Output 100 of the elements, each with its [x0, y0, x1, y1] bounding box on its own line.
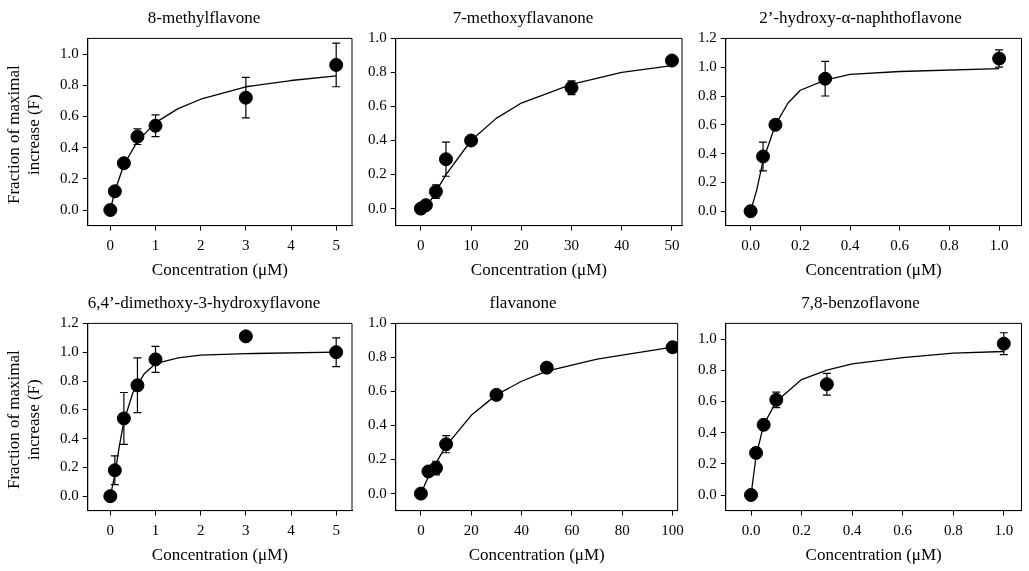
y-tick-label: 0.8	[60, 76, 79, 93]
x-tick-label: 0.2	[790, 236, 810, 253]
y-tick-label: 0.2	[698, 454, 717, 471]
chart-title: 6,4’-dimethoxy-3-hydroxyflavone	[87, 292, 321, 312]
point	[148, 352, 163, 367]
x-axis-title: Concentration (μM)	[468, 545, 605, 565]
x-tick-label: 5	[332, 521, 340, 538]
x-axis-title: Concentration (μM)	[470, 260, 607, 280]
point	[107, 184, 122, 199]
y-tick-label: 1.2	[60, 314, 79, 331]
y-tick-label: 0.6	[698, 392, 718, 409]
y-tick-label: 0.6	[698, 115, 718, 132]
y-tick-label: 1.0	[368, 314, 387, 331]
x-axis-title: Concentration (μM)	[805, 260, 942, 280]
x-tick-label: 80	[614, 521, 630, 538]
y-tick-label: 0.8	[368, 348, 387, 365]
x-tick-label: 4	[287, 236, 296, 253]
y-tick-label: 0.4	[698, 144, 718, 161]
y-tick-label: 0.2	[60, 458, 79, 475]
y-tick-label: 0.6	[60, 107, 80, 124]
y-tick-label: 1.2	[698, 29, 717, 46]
x-tick-label: 1	[151, 236, 160, 253]
y-tick-label: 0.0	[368, 484, 387, 501]
y-tick-label: 0.8	[60, 371, 79, 388]
y-tick-label: 0.4	[60, 429, 80, 446]
y-tick-label: 1.0	[698, 329, 717, 346]
x-tick-label: 1.0	[994, 521, 1014, 538]
y-tick-label: 0.0	[60, 200, 79, 217]
x-tick-label: 20	[463, 521, 479, 538]
y-tick-label: 0.4	[368, 131, 388, 148]
point	[756, 417, 771, 432]
x-axis-title: Concentration (μM)	[151, 545, 288, 565]
y-tick-label: 0.6	[368, 97, 388, 114]
y-tick-label: 0.2	[368, 165, 387, 182]
point	[116, 156, 131, 171]
point	[749, 445, 764, 460]
point	[238, 329, 253, 344]
point	[768, 117, 783, 132]
x-tick-label: 3	[242, 521, 250, 538]
y-tick-label: 0.6	[368, 382, 388, 399]
y-tick-label: 0.8	[698, 86, 717, 103]
point	[103, 489, 118, 504]
x-tick-label: 0.2	[792, 521, 811, 538]
y-tick-label: 0.0	[368, 199, 387, 216]
x-tick-label: 0	[106, 236, 115, 253]
point	[743, 204, 758, 219]
y-axis-title: Fraction of maximal increase (F)	[4, 349, 44, 492]
point	[464, 133, 479, 148]
x-tick-label: 40	[614, 236, 630, 253]
point	[238, 90, 253, 105]
x-tick-label: 2	[196, 521, 205, 538]
point	[664, 53, 679, 68]
x-tick-label: 3	[242, 236, 250, 253]
x-tick-label: 0.4	[842, 521, 863, 538]
x-tick-label: 0.8	[940, 236, 959, 253]
point	[489, 387, 504, 402]
y-tick-label: 0.0	[698, 485, 717, 502]
x-axis-title: Concentration (μM)	[151, 260, 288, 280]
y-tick-label: 0.2	[368, 450, 387, 467]
x-tick-label: 0.4	[840, 236, 860, 253]
y-tick-label: 0.2	[60, 169, 79, 186]
x-tick-label: 40	[514, 521, 530, 538]
y-tick-label: 0.2	[698, 173, 717, 190]
x-tick-label: 4	[287, 521, 296, 538]
point	[418, 198, 433, 213]
x-tick-label: 30	[564, 236, 580, 253]
x-tick-label: 0.6	[893, 521, 913, 538]
y-tick-label: 1.0	[368, 29, 387, 46]
point	[818, 71, 833, 86]
point	[996, 336, 1011, 351]
point	[413, 486, 428, 501]
x-tick-label: 0.6	[890, 236, 910, 253]
x-tick-label: 1	[151, 521, 160, 538]
x-tick-label: 2	[196, 236, 205, 253]
point	[130, 378, 145, 393]
y-tick-label: 0.8	[368, 63, 387, 80]
chart-title: flavanone	[489, 292, 557, 312]
x-tick-label: 20	[513, 236, 529, 253]
y-tick-label: 0.4	[698, 423, 718, 440]
x-tick-label: 60	[564, 521, 580, 538]
point	[329, 345, 344, 360]
x-tick-label: 100	[661, 521, 684, 538]
y-tick-label: 0.4	[60, 138, 80, 155]
y-tick-label: 1.0	[60, 343, 79, 360]
y-tick-label: 1.0	[698, 58, 717, 75]
chart-title: 2’-hydroxy-α-naphthoflavone	[759, 7, 962, 27]
x-tick-label: 0.8	[943, 521, 963, 538]
x-tick-label: 5	[332, 236, 340, 253]
y-tick-label: 1.0	[60, 44, 79, 61]
x-tick-label: 0	[417, 236, 425, 253]
x-tick-label: 10	[463, 236, 479, 253]
chart-title: 7-methoxyflavanone	[452, 7, 594, 27]
y-tick-label: 0.4	[368, 416, 388, 433]
x-tick-label: 0.0	[741, 521, 761, 538]
point	[744, 488, 759, 502]
y-axis-title: Fraction of maximal increase (F)	[4, 64, 44, 207]
y-tick-label: 0.6	[60, 400, 80, 417]
x-tick-label: 0	[417, 521, 425, 538]
x-tick-label: 0	[106, 521, 115, 538]
y-tick-label: 0.8	[698, 361, 717, 378]
